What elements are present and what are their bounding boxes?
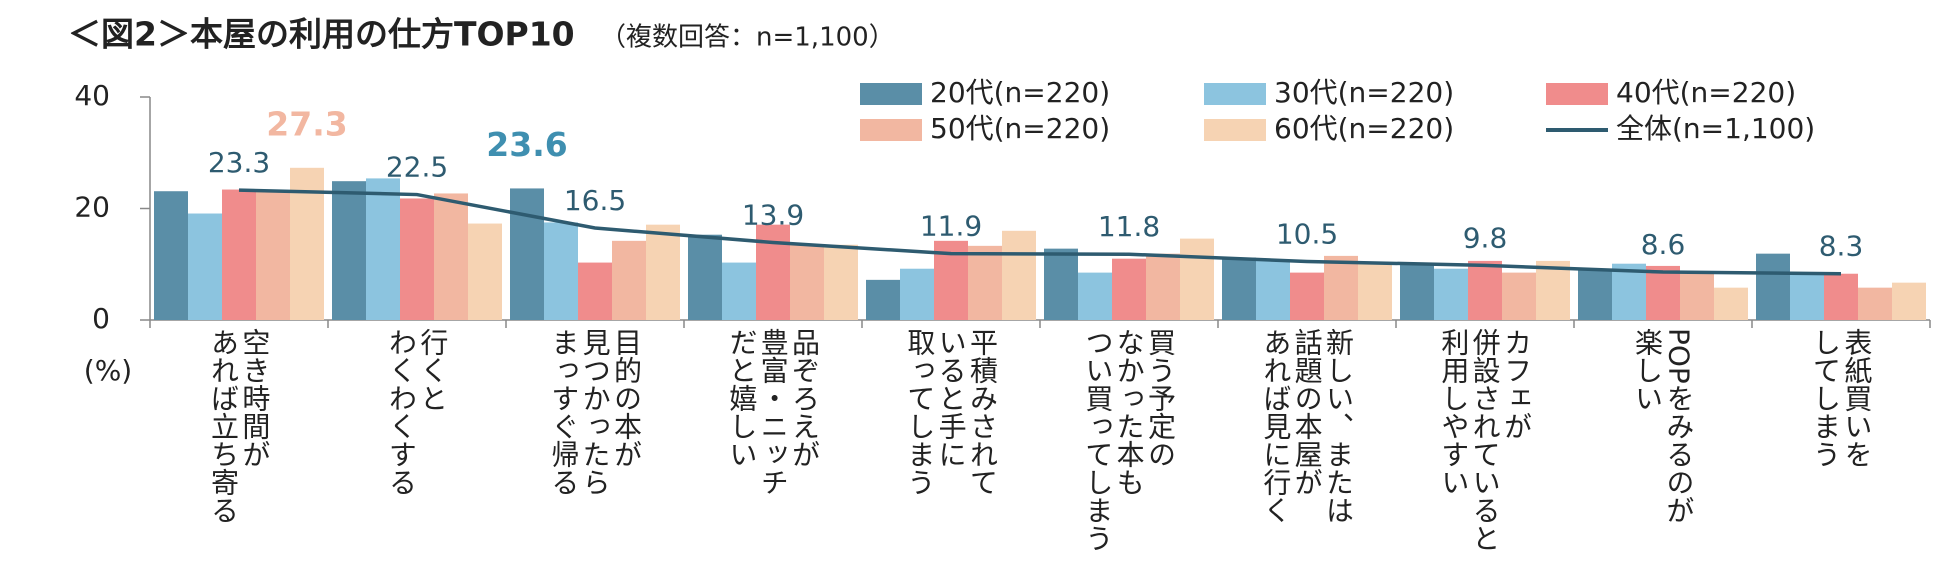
legend-label: 50代(n=220) [930,112,1110,145]
legend-swatch [860,83,922,105]
x-tick-label: 買う予定の なかった本も つい買ってしまう [1081,328,1178,552]
legend-swatch [1204,83,1266,105]
bar [1180,238,1214,320]
x-tick-label: 行くと わくわくする [385,328,450,496]
legend-label: 全体(n=1,100) [1616,112,1815,145]
bar [154,191,188,320]
x-tick-label: 表紙買いを してしまう [1809,328,1874,468]
bar [1434,268,1468,320]
bar [1892,282,1926,320]
x-tick-label: 品ぞろえが 豊富・ニッチ だと嬉しい [725,328,822,496]
bar [1468,260,1502,320]
bar [824,244,858,320]
data-label: 23.3 [208,146,270,179]
bar [1044,248,1078,320]
bar [1002,230,1036,320]
bar [1256,259,1290,320]
x-tick-label: 新しい、または 話題の本屋が あれば見に行く [1259,328,1356,524]
bar [400,198,434,320]
data-label: 11.8 [1098,210,1160,243]
data-label: 13.9 [742,199,804,232]
bar [612,240,646,320]
data-label: 22.5 [386,151,448,184]
legend-swatch [1204,119,1266,141]
bar [468,223,502,320]
bar [1324,255,1358,320]
bar [1358,262,1392,320]
bar [1078,272,1112,320]
bar [968,245,1002,320]
bar [790,244,824,320]
x-tick-label: POPをみるのが 楽しい [1631,328,1696,524]
chart-title: ＜図2＞本屋の利用の仕方TOP10 [68,15,575,54]
x-tick-label: 空き時間が あれば立ち寄る [207,328,272,524]
y-tick-label: 0 [92,302,110,335]
bar [900,268,934,320]
bar [756,224,790,320]
bar [256,191,290,320]
bar [1790,273,1824,320]
bar [188,213,222,320]
bar [1578,268,1612,320]
bar [1680,273,1714,320]
annotation: 23.6 [486,125,567,164]
data-label: 11.9 [920,210,982,243]
y-tick-label: 20 [74,191,110,224]
bar [222,189,256,320]
x-tick-label: 平積みされて いると手に 取ってしまう [903,328,1000,496]
bar [1612,263,1646,320]
line [238,188,1842,276]
legend-label: 40代(n=220) [1616,76,1796,109]
bar [1222,257,1256,320]
bar [1536,260,1570,320]
data-label: 9.8 [1463,221,1508,254]
bar [1112,258,1146,320]
bar [1290,272,1324,320]
bar [578,262,612,320]
x-tick-label: カフェが 併設されていると 利用しやすい [1437,328,1534,552]
legend-label: 30代(n=220) [1274,76,1454,109]
bar [1646,265,1680,320]
data-label: 8.3 [1819,230,1864,263]
data-label: 10.5 [1276,217,1338,250]
chart-subtitle: （複数回答：n=1,100） [600,23,895,53]
bar [1858,287,1892,320]
x-tick-label: 目的の本が 見つかったら まっすぐ帰る [547,328,644,496]
y-axis-label: (%) [84,354,132,387]
bar [1400,262,1434,320]
bar [510,188,544,320]
bar [366,178,400,320]
bar [544,222,578,320]
bar [1714,287,1748,320]
legend-label: 60代(n=220) [1274,112,1454,145]
bar [1756,253,1790,320]
legend-label: 20代(n=220) [930,76,1110,109]
bar [1502,272,1536,320]
bar [1146,253,1180,320]
bar [434,193,468,320]
y-tick-label: 40 [74,79,110,112]
bar [1824,273,1858,320]
bar [866,279,900,320]
data-label: 8.6 [1641,228,1686,261]
bar [646,224,680,320]
annotation: 27.3 [266,104,347,143]
bar [722,262,756,320]
bar [688,234,722,320]
legend-swatch [1546,83,1608,105]
legend-swatch [860,119,922,141]
data-label: 16.5 [564,184,626,217]
bar [332,181,366,320]
